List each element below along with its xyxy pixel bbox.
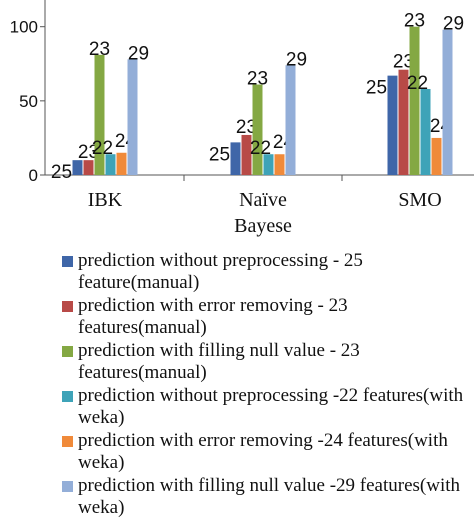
legend-item: prediction with error removing - 23 feat… [62,295,472,340]
data-label: 23 [236,117,257,138]
legend-label: prediction with error removing - 23 feat… [78,295,348,338]
bar-2-smo [398,69,409,175]
x-category-label: IBK [88,189,123,211]
legend-swatch [62,481,73,492]
bar-5-smo [431,137,442,175]
legend-swatch [62,346,73,357]
data-label: 22 [407,73,428,94]
bar-3-smo [409,26,420,175]
bar-4-smo [420,88,431,175]
x-category-label: Bayese [234,215,292,237]
legend-label: prediction without preprocessing -22 fea… [78,385,464,428]
data-label: 25 [51,162,72,183]
legend-swatch [62,436,73,447]
x-category-label: Naïve [239,189,287,211]
bar-2-ibk [83,160,94,175]
legend-item: prediction with error removing -24 featu… [62,430,472,475]
legend-item: prediction without preprocessing -22 fea… [62,385,472,430]
bar-5-ibk [116,152,127,175]
data-label: 29 [443,14,464,35]
bar-5-na-ve-bayese [274,154,285,175]
chart-legend: prediction without preprocessing - 25 fe… [62,250,472,520]
data-label: 29 [128,43,149,64]
bar-3-na-ve-bayese [252,84,263,175]
y-tick-label: 100 [10,18,38,37]
legend-item: prediction with filling null value -29 f… [62,475,472,520]
bar-4-na-ve-bayese [263,154,274,175]
bar-4-ibk [105,154,116,175]
bar-3-ibk [94,54,105,176]
legend-swatch [62,256,73,267]
bar-6-na-ve-bayese [285,65,296,175]
bar-6-ibk [127,59,138,175]
data-label: 23 [89,39,110,60]
data-label: 25 [366,78,387,99]
bar-2-na-ve-bayese [241,134,252,175]
legend-label: prediction without preprocessing - 25 fe… [78,250,363,293]
x-category-label: SMO [398,189,441,211]
data-label: 22 [250,138,271,159]
legend-label: prediction with filling null value - 23 … [78,340,360,383]
data-label: 23 [78,142,99,163]
bar-1-smo [387,75,398,175]
bar-1-ibk [72,160,83,175]
data-label: 23 [404,11,425,32]
legend-item: prediction without preprocessing - 25 fe… [62,250,472,295]
data-label: 23 [393,52,414,73]
data-label: 25 [209,144,230,165]
data-label: 22 [92,138,113,159]
legend-label: prediction with filling null value -29 f… [78,475,461,518]
data-label: 23 [247,69,268,90]
data-label: 29 [286,49,307,70]
legend-item: prediction with filling null value - 23 … [62,340,472,385]
y-tick-label: 0 [29,166,38,185]
bar-1-na-ve-bayese [230,142,241,175]
legend-swatch [62,391,73,402]
bar-6-smo [442,29,453,176]
legend-swatch [62,301,73,312]
legend-label: prediction with error removing -24 featu… [78,430,448,473]
y-tick-label: 50 [19,92,38,111]
